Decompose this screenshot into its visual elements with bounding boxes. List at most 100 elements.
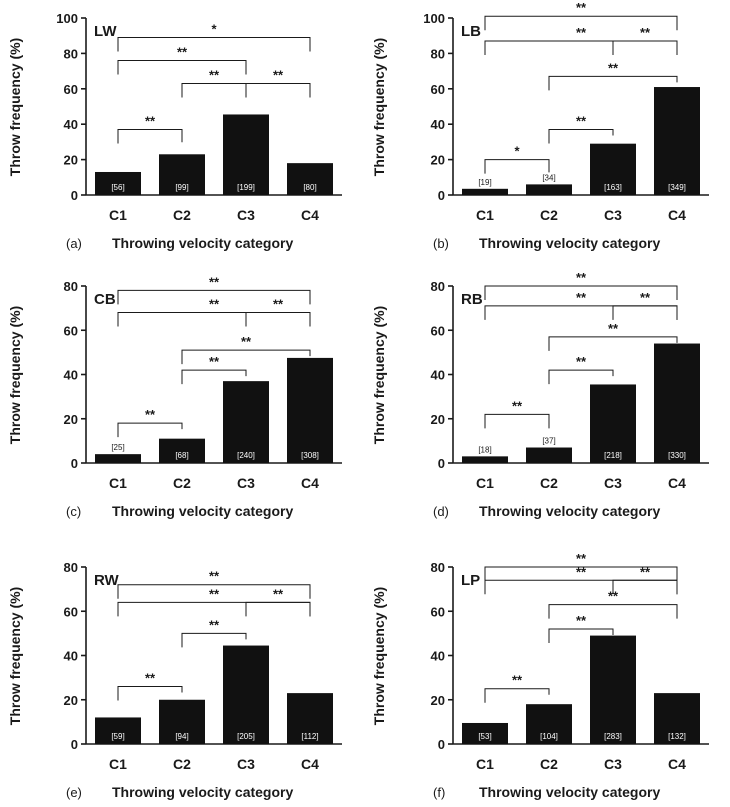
x-tick-label: C1 xyxy=(476,756,494,772)
y-tick-label: 60 xyxy=(431,82,445,97)
y-tick-label: 0 xyxy=(438,188,445,203)
x-axis-title: Throwing velocity category xyxy=(112,235,293,251)
bar-c2 xyxy=(159,154,205,195)
count-label: [80] xyxy=(303,183,316,192)
x-tick-label: C3 xyxy=(237,756,255,772)
y-tick-label: 0 xyxy=(438,456,445,471)
significance-label: ** xyxy=(209,274,220,289)
significance-label: ** xyxy=(209,586,220,601)
count-label: [240] xyxy=(237,451,255,460)
significance-bracket xyxy=(484,688,550,703)
bar-c3 xyxy=(590,384,636,463)
chart-panel-lp: 0 20 40 60 80 Throw frequency (%) LP [53] C1 [104… xyxy=(371,551,709,800)
panel-letter: (b) xyxy=(433,236,449,251)
x-tick-label: C2 xyxy=(540,475,558,491)
count-label: [349] xyxy=(668,183,686,192)
y-tick-label: 20 xyxy=(64,153,78,168)
significance-label: ** xyxy=(576,290,587,305)
x-tick-label: C1 xyxy=(476,475,494,491)
significance-bracket xyxy=(484,40,678,56)
bar-c4 xyxy=(654,87,700,195)
significance-label: ** xyxy=(209,297,220,312)
significance-bracket xyxy=(612,305,678,320)
count-label: [104] xyxy=(540,732,558,741)
x-axis-title: Throwing velocity category xyxy=(479,503,660,519)
y-tick-label: 0 xyxy=(438,737,445,752)
panel-label: LP xyxy=(461,572,480,589)
count-label: [112] xyxy=(301,732,318,741)
bar-c1 xyxy=(95,171,141,195)
x-tick-label: C2 xyxy=(173,207,191,223)
y-tick-label: 80 xyxy=(64,560,78,575)
count-label: [205] xyxy=(237,732,255,741)
significance-bracket xyxy=(484,566,678,581)
significance-bracket xyxy=(117,312,311,327)
significance-bracket xyxy=(117,584,311,599)
significance-label: ** xyxy=(209,67,220,82)
x-tick-label: C1 xyxy=(109,475,127,491)
count-label: [94] xyxy=(175,732,188,741)
bar-c1 xyxy=(462,456,508,463)
count-label: [53] xyxy=(478,732,491,741)
x-tick-label: C2 xyxy=(173,475,191,491)
count-label: [25] xyxy=(111,443,124,452)
bar-c2 xyxy=(159,438,205,463)
y-tick-label: 0 xyxy=(71,737,78,752)
x-tick-label: C3 xyxy=(604,475,622,491)
bar-c4 xyxy=(287,693,333,744)
panel-label: LW xyxy=(94,23,117,40)
y-axis-title: Throw frequency (%) xyxy=(7,306,23,444)
x-tick-label: C1 xyxy=(476,207,494,223)
significance-bracket xyxy=(484,285,678,300)
significance-bracket xyxy=(117,685,183,701)
significance-bracket xyxy=(612,40,678,56)
y-axis-title: Throw frequency (%) xyxy=(371,38,387,176)
significance-label: ** xyxy=(273,67,284,82)
y-tick-label: 20 xyxy=(431,153,445,168)
panel-letter: (a) xyxy=(66,236,82,251)
y-tick-label: 0 xyxy=(71,456,78,471)
count-label: [132] xyxy=(668,732,686,741)
x-tick-label: C4 xyxy=(668,475,686,491)
bar-c2 xyxy=(526,704,572,744)
y-axis-title: Throw frequency (%) xyxy=(371,587,387,725)
bar-c4 xyxy=(654,343,700,463)
y-tick-label: 60 xyxy=(64,82,78,97)
significance-label: ** xyxy=(273,586,284,601)
bar-c1 xyxy=(95,717,141,744)
panel-letter: (f) xyxy=(433,785,445,800)
y-tick-label: 40 xyxy=(64,368,78,383)
significance-label: ** xyxy=(273,297,284,312)
x-tick-label: C2 xyxy=(540,756,558,772)
y-tick-label: 60 xyxy=(431,323,445,338)
significance-label: ** xyxy=(209,354,220,369)
significance-bracket xyxy=(484,579,678,595)
significance-label: * xyxy=(514,144,520,159)
count-label: [19] xyxy=(478,178,491,187)
bar-c2 xyxy=(159,699,205,744)
x-axis-title: Throwing velocity category xyxy=(112,784,293,800)
y-axis-title: Throw frequency (%) xyxy=(371,306,387,444)
x-tick-label: C4 xyxy=(301,207,319,223)
chart-panel-cb: 0 20 40 60 80 Throw frequency (%) CB [25] C1 [68]… xyxy=(7,274,342,519)
y-tick-label: 60 xyxy=(64,604,78,619)
significance-label: ** xyxy=(608,60,619,75)
bar-c3 xyxy=(223,381,269,463)
significance-label: ** xyxy=(145,407,156,422)
significance-bracket xyxy=(117,601,311,617)
chart-panel-rb: 0 20 40 60 80 Throw frequency (%) RB [18] C1 [37]… xyxy=(371,270,709,519)
significance-label: ** xyxy=(576,114,587,129)
bar-c3 xyxy=(223,645,269,744)
x-tick-label: C2 xyxy=(173,756,191,772)
count-label: [163] xyxy=(604,183,622,192)
y-tick-label: 60 xyxy=(431,604,445,619)
y-tick-label: 40 xyxy=(64,117,78,132)
significance-bracket xyxy=(484,15,678,31)
x-tick-label: C1 xyxy=(109,756,127,772)
x-tick-label: C3 xyxy=(237,475,255,491)
bar-c3 xyxy=(590,635,636,744)
x-tick-label: C2 xyxy=(540,207,558,223)
count-label: [308] xyxy=(301,451,319,460)
count-label: [59] xyxy=(111,732,124,741)
